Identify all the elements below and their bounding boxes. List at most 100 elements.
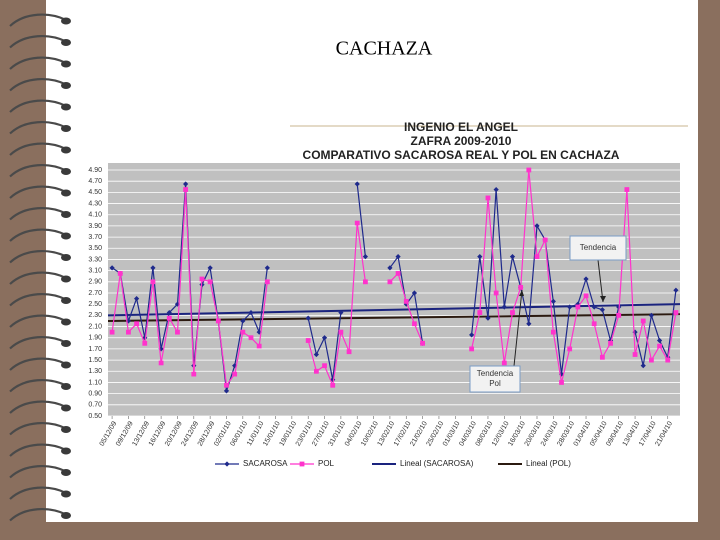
point	[321, 335, 328, 341]
point	[534, 223, 540, 229]
y-tick-label: 4.90	[88, 167, 102, 174]
y-tick-label: 3.30	[88, 256, 102, 263]
spiral-hole	[61, 447, 71, 455]
spiral-hole	[61, 512, 71, 519]
spiral-hole	[61, 383, 71, 390]
spiral-ring	[9, 78, 67, 92]
spiral-ring	[9, 228, 67, 242]
spiral-hole	[61, 297, 71, 304]
spiral-hole	[61, 361, 71, 369]
point	[150, 265, 156, 271]
point	[224, 382, 229, 388]
point	[411, 290, 418, 296]
point	[142, 335, 148, 341]
y-tick-label: 2.10	[88, 323, 102, 330]
y-tick-label: 1.50	[88, 357, 102, 364]
point	[362, 254, 368, 260]
point	[493, 186, 499, 193]
point	[616, 312, 622, 318]
annotation-text: Pol	[489, 379, 501, 388]
point	[264, 265, 270, 271]
spiral-hole	[61, 426, 71, 433]
annotation-text: Tendencia	[580, 243, 617, 252]
chart-title: INGENIO EL ANGEL	[404, 120, 518, 134]
point	[322, 363, 327, 369]
point	[338, 309, 344, 316]
spiral-ring	[9, 250, 67, 264]
point	[199, 276, 205, 282]
point	[591, 321, 597, 327]
point	[125, 318, 132, 324]
point	[640, 363, 646, 369]
spiral-ring	[9, 400, 67, 414]
point	[673, 310, 679, 315]
y-tick-label: 2.30	[88, 312, 102, 319]
y-tick-label: 0.50	[88, 413, 102, 420]
annotation-arrow	[597, 259, 604, 303]
spiral-hole	[61, 490, 71, 498]
point	[493, 290, 499, 296]
point	[166, 309, 172, 316]
spiral-hole	[61, 103, 71, 111]
point	[624, 187, 630, 192]
y-tick-label: 4.50	[88, 189, 102, 196]
annotation-box	[469, 365, 521, 393]
point	[599, 307, 605, 313]
point	[501, 360, 507, 366]
point	[550, 298, 556, 304]
y-tick-label: 2.50	[88, 301, 102, 308]
annotation-text: Tendencia	[477, 369, 514, 378]
spiral-hole	[61, 232, 71, 240]
point	[591, 304, 597, 310]
spiral-hole	[61, 340, 71, 347]
spiral-hole	[61, 318, 71, 326]
legend-label: Lineal (POL)	[526, 459, 571, 468]
y-tick-label: 0.90	[88, 390, 102, 397]
point	[526, 167, 532, 173]
spiral-ring	[9, 207, 67, 221]
point	[240, 318, 246, 324]
slide-title: CACHAZA	[336, 38, 433, 60]
y-tick-label: 3.10	[88, 267, 102, 274]
plot-area	[108, 163, 680, 416]
point	[673, 287, 679, 293]
y-tick-label: 1.70	[88, 346, 102, 353]
point	[632, 352, 638, 357]
spiral-hole	[61, 17, 71, 25]
spiral-ring	[9, 99, 67, 113]
spiral-ring	[9, 121, 67, 135]
point	[142, 340, 148, 346]
chart-title: COMPARATIVO SACAROSA REAL Y POL EN CACHA…	[303, 148, 620, 162]
spiral-hole	[61, 39, 71, 46]
spiral-ring	[9, 357, 67, 371]
point	[599, 354, 605, 360]
spiral-ring	[9, 336, 67, 350]
arrow-head	[519, 290, 524, 296]
spiral-ring	[9, 56, 67, 70]
point	[264, 279, 270, 285]
point	[485, 195, 491, 201]
spiral-hole	[61, 125, 71, 132]
chart-title: ZAFRA 2009-2010	[411, 134, 512, 148]
point	[134, 321, 139, 327]
spiral-ring	[9, 271, 67, 285]
point	[534, 254, 540, 260]
trend-line	[107, 303, 681, 317]
spiral-hole	[61, 275, 71, 283]
spiral-hole	[61, 404, 71, 412]
point	[526, 321, 532, 327]
point	[256, 343, 262, 349]
point	[158, 360, 164, 366]
y-tick-label: 2.90	[88, 279, 102, 286]
legend-label: SACAROSA	[243, 459, 288, 468]
y-tick-label: 1.30	[88, 368, 102, 375]
point	[550, 329, 556, 335]
point	[223, 388, 230, 394]
point	[395, 254, 401, 260]
spiral-hole	[61, 168, 71, 175]
spiral-ring	[9, 13, 67, 27]
spiral-ring	[9, 293, 67, 307]
point	[305, 315, 311, 321]
point	[559, 380, 564, 385]
